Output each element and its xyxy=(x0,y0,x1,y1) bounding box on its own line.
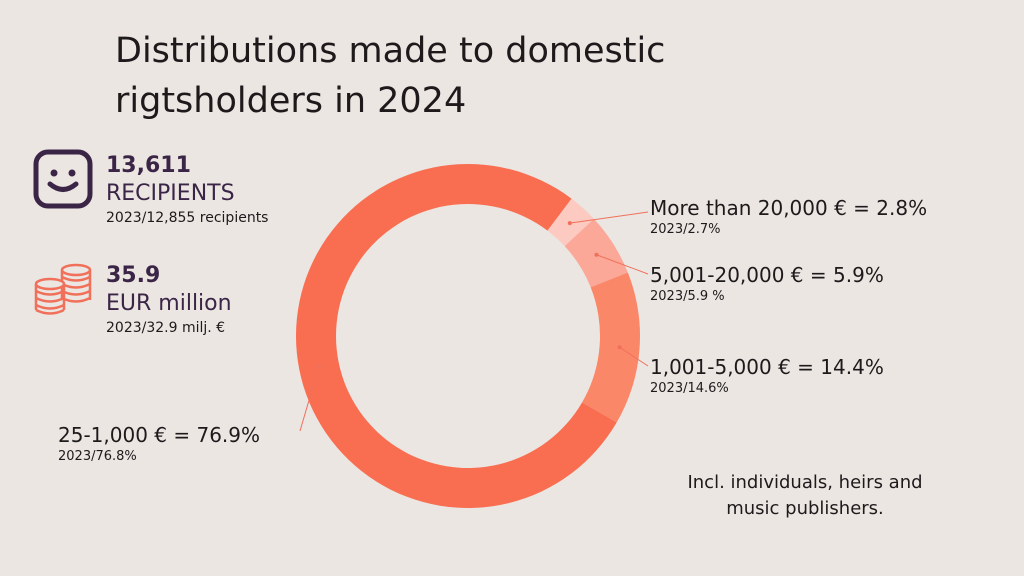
coins-icon xyxy=(34,263,92,315)
label-over-20000-main: More than 20,000 € = 2.8% xyxy=(650,196,928,220)
label-25-1000-prev: 2023/76.8% xyxy=(58,449,137,464)
leader-line-slice-25-1000 xyxy=(299,365,320,432)
label-1001-5000: 1,001-5,000 € = 14.4% 2023/14.6% xyxy=(650,354,884,398)
amount-unit: EUR million xyxy=(106,291,232,316)
label-5001-20000-prev: 2023/5.9 % xyxy=(650,289,725,304)
label-1001-5000-prev: 2023/14.6% xyxy=(650,381,729,396)
label-25-1000: 25-1,000 € = 76.9% 2023/76.8% xyxy=(58,422,260,466)
leader-line-slice-5001-20000 xyxy=(596,254,649,275)
recipients-prev: 2023/12,855 recipients xyxy=(106,210,269,226)
leader-line-slice-over-20000 xyxy=(569,211,649,224)
label-over-20000-prev: 2023/2.7% xyxy=(650,222,721,237)
footnote: Incl. individuals, heirs and music publi… xyxy=(687,472,923,519)
amount-value: 35.9 xyxy=(106,263,161,288)
leader-dot-slice-5001-20000 xyxy=(594,252,599,257)
recipients-stat: 13,611 RECIPIENTS 2023/12,855 recipients xyxy=(106,152,268,228)
label-5001-20000-main: 5,001-20,000 € = 5.9% xyxy=(650,263,884,287)
label-over-20000: More than 20,000 € = 2.8% 2023/2.7% xyxy=(650,195,927,239)
recipients-value: 13,611 xyxy=(106,153,191,178)
smiley-icon xyxy=(33,149,93,209)
label-1001-5000-main: 1,001-5,000 € = 14.4% xyxy=(650,355,884,379)
leader-line-slice-1001-5000 xyxy=(619,346,649,367)
page-title: Distributions made to domestic rigtshold… xyxy=(115,31,666,121)
label-5001-20000: 5,001-20,000 € = 5.9% 2023/5.9 % xyxy=(650,262,884,306)
leader-dot-slice-25-1000 xyxy=(317,364,322,369)
leader-dot-slice-1001-5000 xyxy=(617,345,622,350)
amount-prev: 2023/32.9 milj. € xyxy=(106,320,226,336)
recipients-unit: RECIPIENTS xyxy=(106,181,235,206)
label-25-1000-main: 25-1,000 € = 76.9% xyxy=(58,423,261,447)
slice-1001-5000 xyxy=(582,272,640,423)
amount-stat: 35.9 EUR million 2023/32.9 milj. € xyxy=(106,262,232,338)
leader-dot-slice-over-20000 xyxy=(567,221,572,226)
